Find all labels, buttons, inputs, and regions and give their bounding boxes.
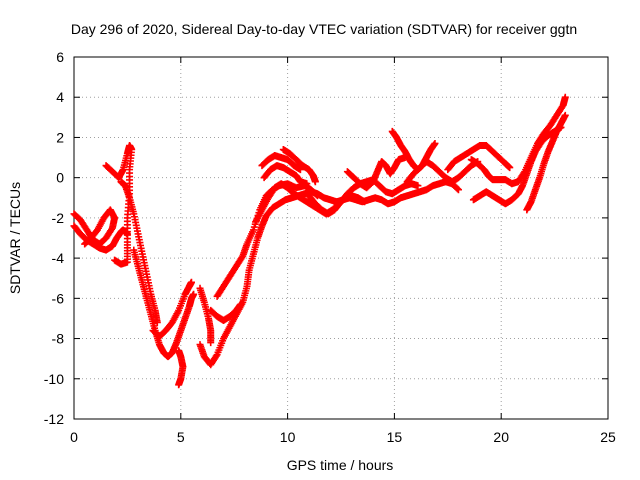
series-track-d bbox=[117, 178, 161, 326]
series-track-t bbox=[444, 141, 514, 174]
series-track-h bbox=[196, 284, 215, 347]
data-point bbox=[506, 164, 514, 172]
chart-title: Day 296 of 2020, Sidereal Day-to-day VTE… bbox=[71, 21, 577, 37]
data-point bbox=[187, 278, 195, 286]
data-point bbox=[561, 111, 569, 119]
gridlines bbox=[74, 57, 608, 419]
y-tick-label: 2 bbox=[56, 129, 64, 145]
data-point bbox=[303, 180, 311, 188]
data-point bbox=[314, 192, 322, 200]
data-point bbox=[175, 381, 183, 389]
series-track-g bbox=[175, 347, 187, 389]
x-tick-label: 10 bbox=[280, 429, 296, 445]
y-tick-label: 6 bbox=[56, 49, 64, 65]
y-tick-label: -8 bbox=[52, 331, 65, 347]
y-tick-label: -6 bbox=[52, 290, 65, 306]
series-track-e bbox=[130, 246, 198, 361]
x-tick-label: 25 bbox=[600, 429, 616, 445]
data-point bbox=[212, 352, 220, 360]
data-point bbox=[190, 290, 198, 298]
data-point bbox=[313, 191, 321, 199]
series-track-w bbox=[523, 111, 569, 214]
y-tick-label: -4 bbox=[52, 250, 65, 266]
series-track-o bbox=[279, 146, 319, 186]
plot-frame bbox=[73, 56, 609, 420]
series-track-b bbox=[70, 222, 131, 254]
x-tick-label: 20 bbox=[493, 429, 509, 445]
y-axis-label: SDTVAR / TECUs bbox=[7, 182, 23, 294]
data-point bbox=[237, 300, 245, 308]
series-track-n bbox=[258, 152, 304, 174]
data-point bbox=[207, 339, 215, 347]
data-point bbox=[311, 178, 319, 186]
data-point bbox=[454, 185, 462, 193]
series-track-i bbox=[196, 178, 462, 369]
data-point bbox=[153, 318, 161, 326]
data-marks bbox=[70, 93, 569, 389]
data-point bbox=[111, 256, 119, 264]
tick-labels: 0 5 10 15 20 25 -12 -10 -8 -6 -4 -2 0 2 4 6 bbox=[44, 49, 616, 445]
y-tick-label: 0 bbox=[56, 170, 64, 186]
y-tick-label: 4 bbox=[56, 89, 64, 105]
axis-ticks bbox=[73, 56, 609, 420]
x-tick-label: 15 bbox=[387, 429, 403, 445]
data-point bbox=[238, 254, 246, 262]
data-point bbox=[431, 139, 439, 147]
series-track-s bbox=[403, 158, 482, 186]
series-track-v bbox=[469, 123, 565, 208]
series-track-u bbox=[467, 93, 569, 188]
series-track-f bbox=[149, 278, 195, 341]
series-track-k bbox=[207, 300, 245, 324]
y-tick-label: -2 bbox=[52, 210, 65, 226]
x-tick-label: 0 bbox=[70, 429, 78, 445]
x-axis-label: GPS time / hours bbox=[287, 457, 394, 473]
data-point bbox=[454, 186, 462, 194]
data-point bbox=[360, 198, 368, 206]
data-point bbox=[414, 182, 422, 190]
x-tick-label: 5 bbox=[177, 429, 185, 445]
series-track-m bbox=[260, 162, 311, 188]
data-point bbox=[561, 93, 569, 101]
y-tick-label: -10 bbox=[44, 371, 64, 387]
y-tick-label: -12 bbox=[44, 411, 64, 427]
